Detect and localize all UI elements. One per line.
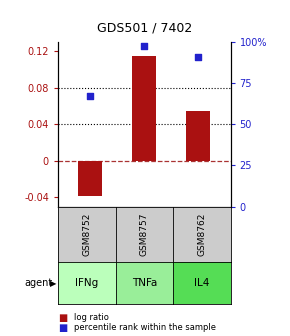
Point <box>196 54 200 59</box>
Text: GSM8762: GSM8762 <box>197 213 206 256</box>
Point <box>142 43 146 49</box>
Bar <box>132 56 156 161</box>
Text: ■: ■ <box>58 312 67 323</box>
Text: ▶: ▶ <box>50 279 57 288</box>
Text: TNFa: TNFa <box>132 278 157 288</box>
Bar <box>78 161 102 196</box>
Bar <box>186 111 210 161</box>
Text: percentile rank within the sample: percentile rank within the sample <box>74 323 216 332</box>
Text: IL4: IL4 <box>194 278 209 288</box>
Text: GSM8757: GSM8757 <box>140 213 149 256</box>
Text: log ratio: log ratio <box>74 313 109 322</box>
Text: GSM8752: GSM8752 <box>82 213 91 256</box>
Point <box>88 94 93 99</box>
Text: ■: ■ <box>58 323 67 333</box>
Text: GDS501 / 7402: GDS501 / 7402 <box>97 22 193 35</box>
Text: agent: agent <box>24 278 52 288</box>
Text: IFNg: IFNg <box>75 278 98 288</box>
